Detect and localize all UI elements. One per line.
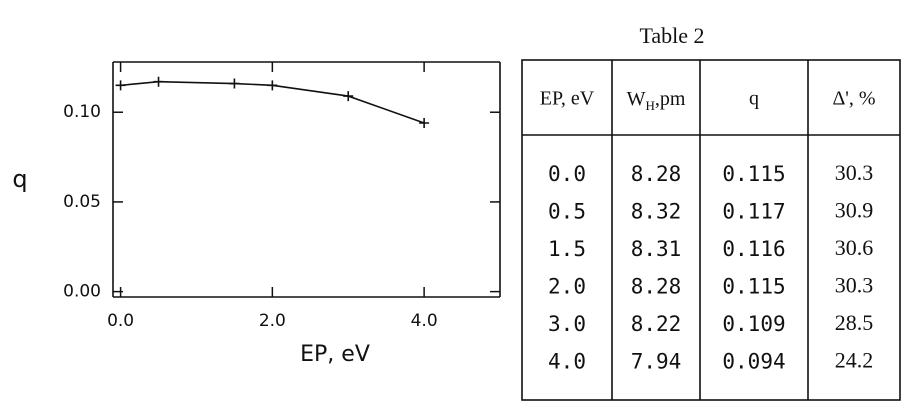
y-axis-label: q (12, 165, 27, 193)
header-rest: ,pm (655, 88, 686, 110)
table-cell: 30.6 (835, 235, 874, 260)
y-tick-label: 0.10 (63, 102, 101, 122)
point-marker (343, 91, 354, 102)
table-cell: 0.116 (722, 237, 785, 261)
column-header: Δ', % (832, 88, 875, 110)
header-subscript: H (645, 98, 654, 113)
y-tick-label: 0.00 (63, 282, 101, 302)
table-cell: 0.5 (548, 200, 586, 224)
series-line (120, 80, 425, 124)
table-cell: 0.117 (722, 200, 785, 224)
table-cell: 8.31 (631, 237, 682, 261)
table-cell: 30.9 (835, 198, 874, 223)
table-body: EP, eV WH,pm q Δ', % 0.0 8.28 0.115 30.3 0.5 8.32… (540, 88, 876, 374)
point-marker (153, 76, 164, 87)
table-cell: 24.2 (835, 348, 874, 373)
x-tick-label: 4.0 (411, 311, 438, 331)
point-marker (419, 117, 430, 128)
point-marker (229, 78, 240, 89)
column-header: EP, eV (540, 88, 595, 110)
y-tick-label: 0.05 (63, 192, 101, 212)
header-main: W (627, 88, 646, 110)
column-header: q (749, 88, 759, 110)
table-cell: 0.0 (548, 162, 586, 186)
table-cell: 0.115 (722, 275, 785, 299)
table-cell: 1.5 (548, 237, 586, 261)
table-cell: 30.3 (835, 273, 874, 298)
table-cell: 2.0 (548, 275, 586, 299)
table-border (521, 59, 901, 401)
table-cell: 8.22 (631, 312, 682, 336)
table-cell: 8.28 (631, 275, 682, 299)
x-tick-label: 2.0 (259, 311, 286, 331)
table-cell: 28.5 (835, 310, 874, 335)
column-header: WH,pm (627, 88, 686, 113)
table-frame (521, 59, 901, 401)
table-cell: 0.115 (722, 162, 785, 186)
plot-frame (112, 61, 501, 298)
table-cell: 8.28 (631, 162, 682, 186)
x-axis-label: EP, eV (300, 342, 370, 367)
table-cell: 8.32 (631, 200, 682, 224)
table-title: Table 2 (639, 23, 704, 48)
table-cell: 3.0 (548, 312, 586, 336)
table-cell: 4.0 (548, 350, 586, 374)
table-cell: 0.109 (722, 312, 785, 336)
table-cell: 0.094 (722, 350, 785, 374)
table-cell: 30.3 (835, 160, 874, 185)
point-marker (267, 80, 278, 91)
x-tick-label: 0.0 (107, 311, 134, 331)
table-cell: 7.94 (631, 350, 682, 374)
point-marker (115, 80, 126, 91)
plot: 0.00 0.05 0.10 0.0 2.0 4.0 (63, 62, 500, 331)
